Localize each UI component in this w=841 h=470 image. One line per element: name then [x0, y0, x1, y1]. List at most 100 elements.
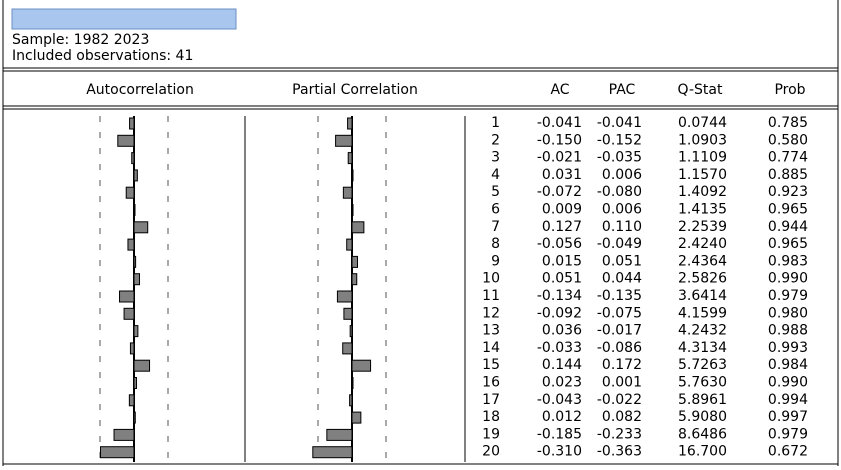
pac-value: 0.006: [602, 167, 642, 183]
ac-bar: [133, 359, 151, 372]
lag: 18: [482, 409, 500, 425]
prob: 0.580: [768, 132, 808, 148]
ac-value: -0.185: [537, 426, 582, 442]
ac-bar: [133, 255, 137, 268]
ac-bar: [133, 273, 141, 286]
pac-bar: [351, 273, 358, 286]
pac-value: -0.080: [597, 184, 642, 200]
ac-bar: [131, 152, 135, 165]
ac-bar: [129, 342, 135, 355]
pac-value: -0.233: [597, 426, 642, 442]
ac-bar: [127, 238, 135, 251]
q-stat: 2.4364: [678, 253, 727, 269]
pac-bar: [336, 290, 353, 303]
ac-value: -0.041: [537, 115, 582, 131]
pac-bar: [347, 152, 353, 165]
lag: 20: [482, 444, 500, 460]
pac-bar: [351, 359, 372, 372]
column-header: PAC: [609, 82, 636, 98]
lag: 10: [482, 271, 500, 287]
lag: 17: [482, 392, 500, 408]
lag: 3: [491, 150, 500, 166]
pac-value: 0.044: [602, 271, 642, 287]
q-stat: 5.7263: [678, 357, 727, 373]
pac-bar: [351, 411, 362, 424]
ac-bar: [133, 221, 149, 234]
prob: 0.983: [768, 253, 808, 269]
ac-bar: [133, 411, 136, 424]
pac-bar: [326, 428, 353, 441]
column-header: AC: [550, 82, 569, 98]
pac-bar: [343, 307, 353, 320]
pac-bar: [335, 134, 353, 147]
prob: 0.885: [768, 167, 808, 183]
sample-text: Sample: 1982 2023: [12, 32, 149, 48]
pac-bar: [349, 394, 353, 407]
ac-value: 0.012: [542, 409, 582, 425]
prob: 0.990: [768, 375, 808, 391]
pac-value: 0.051: [602, 253, 642, 269]
ac-bar: [125, 186, 135, 199]
pac-value: -0.152: [597, 132, 642, 148]
column-header: Q-Stat: [678, 82, 723, 98]
ac-bar: [133, 169, 138, 182]
prob: 0.785: [768, 115, 808, 131]
q-stat: 5.9080: [678, 409, 727, 425]
ac-value: 0.009: [542, 202, 582, 218]
lag: 14: [482, 340, 500, 356]
prob: 0.990: [768, 271, 808, 287]
q-stat: 1.4135: [678, 202, 727, 218]
ac-value: 0.127: [542, 219, 582, 235]
q-stat: 1.0903: [678, 132, 727, 148]
pac-value: 0.006: [602, 202, 642, 218]
ac-value: 0.031: [542, 167, 582, 183]
prob: 0.774: [768, 150, 808, 166]
pac-value: -0.075: [597, 305, 642, 321]
pac-value: -0.041: [597, 115, 642, 131]
prob: 0.979: [768, 288, 808, 304]
q-stat: 2.5826: [678, 271, 727, 287]
pac-value: -0.022: [597, 392, 642, 408]
q-stat: 4.3134: [678, 340, 727, 356]
pac-bar: [351, 204, 354, 216]
lag: 5: [491, 184, 500, 200]
ac-value: 0.023: [542, 375, 582, 391]
column-header: Autocorrelation: [86, 82, 194, 98]
ac-value: 0.036: [542, 323, 582, 339]
ac-value: -0.056: [537, 236, 582, 252]
lag: 6: [491, 202, 500, 218]
q-stat: 1.1570: [678, 167, 727, 183]
q-stat: 4.2432: [678, 323, 727, 339]
q-stat: 16.700: [678, 444, 727, 460]
pac-value: -0.086: [597, 340, 642, 356]
prob: 0.994: [768, 392, 808, 408]
pac-value: 0.001: [602, 375, 642, 391]
lag: 19: [482, 426, 500, 442]
lag: 9: [491, 253, 500, 269]
lag: 16: [482, 375, 500, 391]
lag: 11: [482, 288, 500, 304]
ac-value: -0.092: [537, 305, 582, 321]
column-header: Prob: [774, 82, 805, 98]
prob: 0.965: [768, 202, 808, 218]
ac-value: -0.134: [537, 288, 582, 304]
lag: 2: [491, 132, 500, 148]
q-stat: 8.6486: [678, 426, 727, 442]
pac-bar: [351, 221, 365, 234]
prob: 0.923: [768, 184, 808, 200]
prob: 0.965: [768, 236, 808, 252]
pac-bar: [349, 325, 353, 338]
pac-value: -0.049: [597, 236, 642, 252]
q-stat: 2.2539: [678, 219, 727, 235]
lag: 15: [482, 357, 500, 373]
q-stat: 0.0744: [678, 115, 727, 131]
ac-value: 0.015: [542, 253, 582, 269]
q-stat: 1.4092: [678, 184, 727, 200]
ac-value: 0.051: [542, 271, 582, 287]
lag: 8: [491, 236, 500, 252]
prob: 0.980: [768, 305, 808, 321]
lag: 4: [491, 167, 500, 183]
ac-value: -0.310: [537, 444, 582, 460]
ac-bar: [133, 204, 136, 216]
